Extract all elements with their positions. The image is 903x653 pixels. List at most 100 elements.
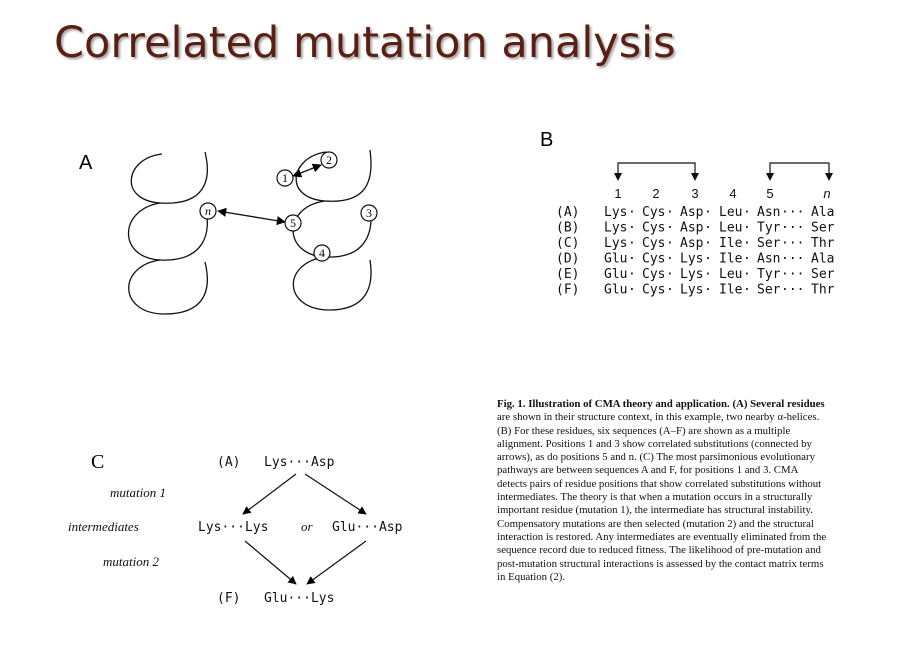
- position-4: 4: [729, 186, 736, 201]
- sequence-id: (A): [556, 205, 579, 220]
- residue-separator: ·: [704, 267, 712, 282]
- residue-cell: Ser: [757, 236, 781, 251]
- left-helix: [127, 151, 208, 315]
- residue-separator: ·: [704, 252, 712, 267]
- page-title: Correlated mutation analysis: [54, 18, 676, 68]
- residue-cell: Lys: [604, 221, 627, 236]
- residue-separator: ·: [666, 236, 674, 251]
- residue-cell: Cys: [642, 236, 665, 251]
- residue-cell: Cys: [642, 283, 665, 298]
- residue-separator: ·: [743, 221, 751, 236]
- sequence-a-residues: Lys···Asp: [264, 455, 335, 470]
- residue-cell: Glu: [604, 267, 627, 282]
- position-3: 3: [691, 186, 698, 201]
- residue-separator: ···: [781, 267, 804, 282]
- residue-separator: ·: [704, 283, 712, 298]
- caption-line: interaction is restored. Any intermediat…: [497, 530, 827, 543]
- caption-line: Fig. 1. Illustration of CMA theory and a…: [497, 398, 825, 410]
- residue-separator: ·: [704, 236, 712, 251]
- residue-cell: Cys: [642, 205, 665, 220]
- residue-separator: ·: [628, 205, 636, 220]
- caption-line: pathways are between sequences A and F, …: [497, 464, 799, 477]
- residue-cell: Leu: [719, 205, 742, 220]
- residue-separator: ·: [628, 252, 636, 267]
- residue-separator: ·: [666, 252, 674, 267]
- residue-5-label: 5: [290, 216, 296, 230]
- residue-separator: ·: [743, 283, 751, 298]
- residue-cell: Glu: [604, 252, 627, 267]
- residue-separator: ·: [628, 221, 636, 236]
- caption-line: intermediates. The theory is that when a…: [497, 491, 813, 504]
- sequence-a-id: (A): [217, 455, 240, 470]
- residue-cell: Lys: [604, 205, 627, 220]
- residue-cell: Asp: [680, 205, 704, 220]
- alignment-row: (D) Glu · Cys · Lys · Ile · Asn ··· Ala: [556, 252, 834, 267]
- residue-separator: ·: [628, 267, 636, 282]
- alignment-row: (B) Lys · Cys · Asp · Leu · Tyr ··· Ser: [556, 221, 835, 236]
- alignment-row: (F) Glu · Cys · Lys · Ile · Ser ··· Thr: [556, 283, 835, 298]
- residue-cell: Lys: [680, 267, 703, 282]
- caption-line: Compensatory mutations are then selected…: [497, 517, 814, 530]
- right-intermediate: Glu···Asp: [332, 520, 403, 535]
- left-intermediate: Lys···Lys: [198, 520, 268, 535]
- residue-cell: Leu: [719, 267, 742, 282]
- caption-line: arrows), as do positions 5 and n. (C) Th…: [497, 451, 815, 464]
- mutation-1-label: mutation 1: [110, 485, 166, 500]
- correlation-brackets: [614, 162, 833, 181]
- alignment-row: (C) Lys · Cys · Asp · Ile · Ser ··· Thr: [556, 236, 835, 251]
- panel-c-label: C: [91, 451, 105, 473]
- contact-arrow-1-2: [292, 163, 322, 178]
- residue-4-marker: 4: [313, 244, 331, 262]
- sequence-id: (E): [556, 267, 579, 282]
- residue-separator: ·: [666, 283, 674, 298]
- alignment-rows: (A) Lys · Cys · Asp · Leu · Asn ··· Ala(B) Lys · Cys · A…: [556, 205, 835, 298]
- mutation-2-label: mutation 2: [103, 554, 159, 569]
- residue-cell: Tyr: [757, 267, 781, 282]
- residue-cell: Tyr: [757, 221, 781, 236]
- sequence-id: (C): [556, 236, 579, 251]
- residue-cell: Ile: [719, 236, 743, 251]
- residue-3-marker: 3: [360, 204, 378, 222]
- residue-n-marker: n: [199, 202, 217, 220]
- position-5: 5: [766, 186, 773, 201]
- residue-separator: ·: [666, 267, 674, 282]
- residue-cell: Asp: [680, 236, 704, 251]
- residue-cell: Ser: [811, 221, 835, 236]
- alignment-row: (E) Glu · Cys · Lys · Leu · Tyr ··· Ser: [556, 267, 835, 282]
- residue-cell: Cys: [642, 221, 665, 236]
- residue-cell: Ala: [811, 252, 834, 267]
- residue-cell: Cys: [642, 267, 665, 282]
- residue-separator: ···: [781, 205, 804, 220]
- figure-caption: Fig. 1. Illustration of CMA theory and a…: [497, 398, 889, 584]
- caption-line: in Equation (2).: [497, 570, 566, 583]
- caption-line: detects pairs of residue positions that …: [497, 477, 822, 490]
- caption-line: sequence record due to reduced fitness. …: [497, 544, 821, 557]
- bracket-5-n: [769, 162, 830, 175]
- residue-3-label: 3: [366, 206, 372, 220]
- residue-separator: ·: [743, 267, 751, 282]
- sequence-id: (F): [556, 283, 579, 298]
- residue-separator: ·: [666, 221, 674, 236]
- residue-1-marker: 1: [276, 169, 294, 187]
- residue-5-marker: 5: [284, 214, 302, 232]
- residue-cell: Ile: [719, 252, 743, 267]
- residue-cell: Lys: [680, 252, 703, 267]
- residue-separator: ···: [781, 221, 804, 236]
- residue-1-label: 1: [282, 171, 288, 185]
- panel-a-diagram: [127, 149, 372, 315]
- residue-cell: Ser: [757, 283, 781, 298]
- sequence-id: (D): [556, 252, 579, 267]
- caption-line: post-mutation structural interactions is…: [497, 557, 824, 570]
- residue-separator: ·: [743, 236, 751, 251]
- residue-cell: Ser: [811, 267, 835, 282]
- position-1: 1: [614, 186, 621, 201]
- residue-cell: Ile: [719, 283, 743, 298]
- residue-2-label: 2: [326, 153, 332, 167]
- position-n: n: [823, 186, 830, 201]
- caption-line: important residue (mutation 1), the inte…: [497, 504, 813, 517]
- pathway-arrows: [242, 473, 367, 585]
- residue-separator: ·: [743, 252, 751, 267]
- bracket-1-3: [617, 162, 696, 175]
- residue-cell: Asp: [680, 221, 704, 236]
